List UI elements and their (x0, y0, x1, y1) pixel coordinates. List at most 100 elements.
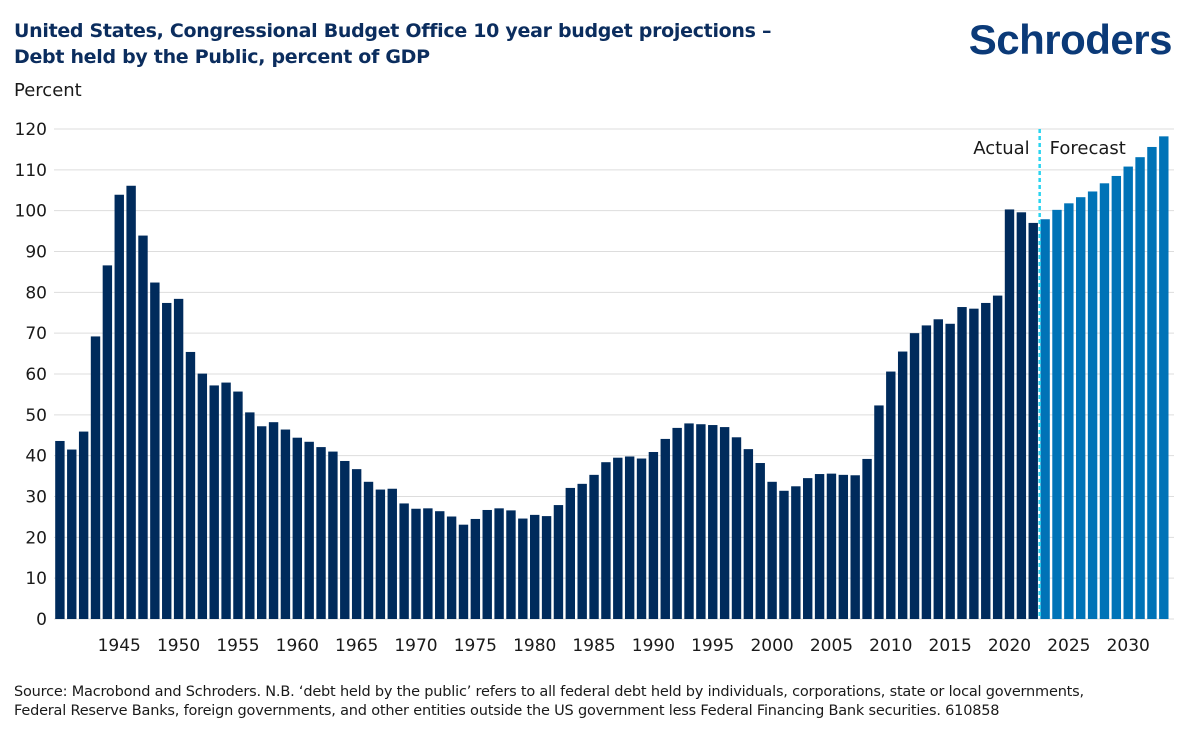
bar-actual-1989 (636, 458, 647, 619)
bar-actual-2017 (969, 308, 979, 619)
bar-actual-1992 (672, 427, 682, 619)
bar-actual-1954 (221, 382, 231, 619)
bar-actual-1955 (233, 391, 243, 619)
bar-actual-2012 (909, 333, 920, 619)
bar-actual-1944 (102, 265, 113, 619)
bar-actual-2006 (838, 474, 849, 619)
x-tick-label: 2000 (750, 636, 793, 656)
bar-actual-1987 (613, 457, 623, 619)
bar-forecast-2025 (1064, 203, 1074, 620)
bar-actual-2004 (814, 474, 825, 619)
bar-actual-1940 (55, 440, 65, 619)
x-tick-label: 1945 (98, 636, 141, 656)
bar-actual-1976 (482, 509, 492, 619)
bar-actual-1998 (743, 449, 754, 619)
bar-actual-2020 (1004, 209, 1015, 620)
bar-actual-2010 (886, 371, 896, 619)
x-axis-ticks: 1945 1950 1955 1960 1965 1970 1975 1980 1985 1990… (98, 636, 1150, 656)
x-tick-label: 2015 (929, 636, 972, 656)
y-tick-label: 120 (15, 120, 47, 140)
bar-actual-2009 (874, 405, 884, 619)
bar-actual-1962 (316, 447, 326, 619)
bars (55, 136, 1169, 620)
y-tick-label: 50 (25, 406, 47, 426)
x-tick-label: 2010 (869, 636, 912, 656)
bar-actual-1981 (541, 516, 552, 619)
bar-actual-1956 (245, 412, 255, 619)
bar-actual-2015 (945, 323, 955, 619)
bar-actual-1977 (494, 508, 504, 619)
bar-actual-1995 (708, 425, 718, 619)
bar-actual-1948 (150, 282, 160, 619)
bar-actual-1974 (458, 524, 469, 619)
bar-actual-2011 (897, 351, 908, 619)
bar-actual-1973 (446, 516, 457, 619)
y-tick-label: 100 (15, 202, 47, 222)
bar-actual-1986 (601, 462, 611, 619)
bar-actual-1967 (375, 489, 386, 619)
x-tick-label: 1980 (513, 636, 556, 656)
bar-actual-1950 (173, 298, 184, 619)
bar-actual-2005 (826, 473, 837, 619)
x-tick-label: 2025 (1047, 636, 1090, 656)
bar-actual-1966 (363, 481, 374, 619)
bar-actual-1942 (78, 431, 89, 619)
bar-actual-2018 (981, 302, 991, 619)
x-tick-label: 1985 (572, 636, 615, 656)
bar-forecast-2032 (1147, 146, 1157, 619)
bar-actual-1971 (423, 508, 433, 619)
bar-actual-1952 (197, 373, 208, 619)
bar-actual-1972 (435, 511, 445, 619)
bar-actual-1980 (530, 514, 540, 619)
bar-actual-1997 (731, 437, 742, 619)
bar-forecast-2030 (1123, 166, 1133, 620)
bar-actual-2003 (803, 478, 813, 619)
title-line-2: Debt held by the Public, percent of GDP (14, 46, 430, 68)
bar-actual-1964 (340, 460, 350, 619)
y-tick-label: 80 (25, 283, 47, 303)
y-tick-label: 70 (25, 324, 47, 344)
x-tick-label: 1970 (394, 636, 437, 656)
bar-actual-2002 (791, 486, 801, 619)
bar-actual-1963 (328, 451, 338, 619)
bar-actual-1984 (577, 483, 587, 619)
bar-actual-1957 (256, 426, 267, 619)
bar-actual-1968 (387, 488, 397, 619)
y-tick-label: 0 (36, 610, 47, 630)
bar-actual-1978 (506, 510, 516, 619)
y-tick-label: 10 (25, 569, 47, 589)
bar-actual-1988 (624, 456, 635, 619)
bar-forecast-2026 (1076, 197, 1086, 620)
bar-actual-1949 (162, 302, 172, 619)
bar-actual-1951 (185, 351, 196, 619)
bar-actual-1985 (589, 474, 599, 619)
y-tick-label: 60 (25, 365, 47, 385)
bar-actual-1969 (399, 503, 409, 619)
bar-actual-1990 (648, 451, 659, 619)
bar-actual-1960 (292, 437, 302, 619)
bar-actual-1945 (114, 194, 124, 619)
bar-forecast-2023 (1040, 219, 1050, 619)
y-tick-label: 40 (25, 447, 47, 467)
source-note: Source: Macrobond and Schroders. N.B. ‘d… (14, 684, 1084, 719)
x-tick-label: 1995 (691, 636, 734, 656)
bar-forecast-2031 (1135, 157, 1145, 620)
bar-actual-2000 (767, 481, 777, 619)
bar-actual-1947 (138, 235, 148, 619)
y-tick-label: 30 (25, 488, 47, 508)
bar-actual-1975 (470, 518, 481, 619)
annotation-actual: Actual (973, 138, 1029, 159)
bar-actual-1983 (565, 487, 576, 619)
title-line-1: United States, Congressional Budget Offi… (14, 20, 772, 42)
annotation-forecast: Forecast (1050, 138, 1126, 159)
bar-actual-1946 (126, 185, 136, 619)
bar-actual-1994 (696, 424, 706, 619)
bar-actual-1959 (280, 429, 291, 619)
bar-forecast-2024 (1052, 209, 1062, 619)
y-axis-ticks: 0 10 20 30 40 50 60 70 80 90 100 110 120 (15, 120, 47, 630)
x-tick-label: 1975 (454, 636, 497, 656)
bar-actual-1961 (304, 441, 314, 619)
bar-actual-1999 (755, 463, 765, 619)
bar-actual-2013 (921, 325, 932, 619)
bar-forecast-2027 (1087, 191, 1098, 619)
